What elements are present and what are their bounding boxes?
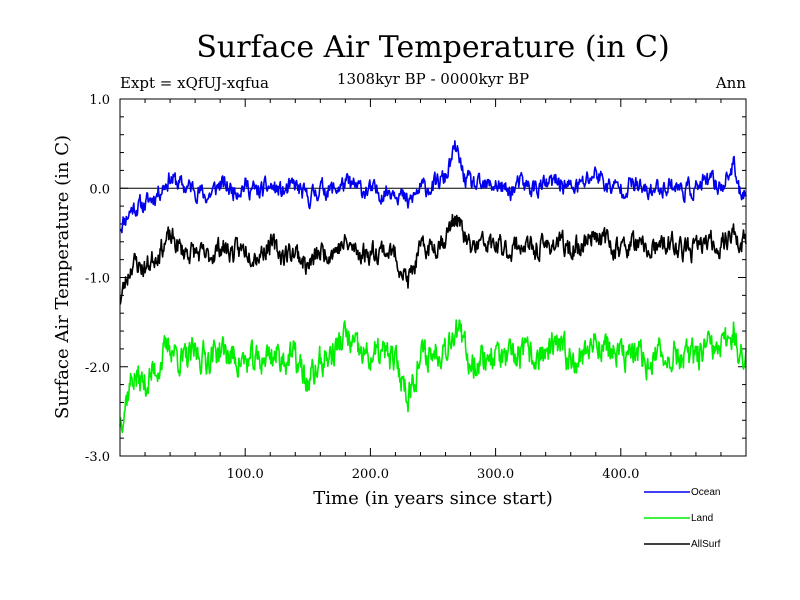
period-label: 1308kyr BP - 0000kyr BP [337, 70, 529, 88]
series-line-land [119, 319, 747, 434]
x-tick-label: 300.0 [477, 467, 514, 482]
legend-label-ocean: Ocean [691, 487, 720, 498]
chart-title: Surface Air Temperature (in C) [196, 30, 669, 65]
legend-item-land: Land [644, 513, 713, 524]
y-tick-label: 0.0 [89, 182, 110, 197]
y-axis-label: Surface Air Temperature (in C) [52, 135, 73, 419]
y-tick-label: -2.0 [85, 361, 110, 376]
x-tick-label: 200.0 [352, 467, 389, 482]
plot-area [119, 98, 747, 457]
legend: Ocean Land AllSurf [644, 487, 721, 550]
plot-frame [119, 98, 747, 457]
x-axis-label: Time (in years since start) [313, 488, 553, 509]
y-tick-label: 1.0 [89, 93, 110, 108]
series-line-ocean [119, 140, 747, 234]
axis-ticks [120, 99, 746, 456]
x-tick-label: 400.0 [602, 467, 639, 482]
y-tick-label: -3.0 [85, 450, 110, 465]
legend-label-land: Land [691, 513, 713, 524]
legend-item-ocean: Ocean [644, 487, 720, 498]
x-tick-labels: 100.0 200.0 300.0 400.0 [227, 467, 640, 482]
y-tick-labels: 1.0 0.0 -1.0 -2.0 -3.0 [85, 93, 110, 465]
legend-item-allsurf: AllSurf [644, 539, 721, 550]
legend-label-allsurf: AllSurf [691, 539, 721, 550]
series-line-allsurf [119, 213, 747, 305]
y-tick-label: -1.0 [85, 272, 110, 287]
series-layer [119, 140, 747, 434]
expt-label: Expt = xQfUJ-xqfua [120, 74, 269, 92]
season-label: Ann [715, 74, 746, 92]
x-tick-label: 100.0 [227, 467, 264, 482]
